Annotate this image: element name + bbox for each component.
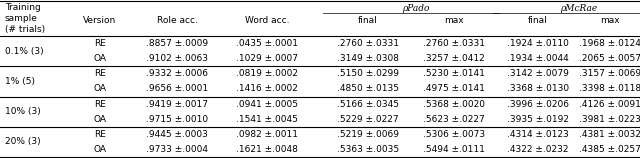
Text: .3935 ±.0192: .3935 ±.0192 (507, 115, 569, 124)
Text: .5229 ±.0227: .5229 ±.0227 (337, 115, 399, 124)
Text: 1% (5): 1% (5) (5, 77, 35, 86)
Text: .2760 ±.0331: .2760 ±.0331 (337, 39, 399, 48)
Text: 10% (3): 10% (3) (5, 107, 41, 116)
Text: OA: OA (93, 115, 106, 124)
Text: .4850 ±.0135: .4850 ±.0135 (337, 84, 399, 93)
Text: .3142 ±.0079: .3142 ±.0079 (507, 69, 569, 78)
Text: .1924 ±.0110: .1924 ±.0110 (507, 39, 569, 48)
Text: .3157 ±.0069: .3157 ±.0069 (579, 69, 640, 78)
Text: .4322 ±.0232: .4322 ±.0232 (508, 145, 569, 154)
Text: .3398 ±.0118: .3398 ±.0118 (579, 84, 640, 93)
Text: Version: Version (83, 16, 116, 25)
Text: .1621 ±.0048: .1621 ±.0048 (236, 145, 298, 154)
Text: .3981 ±.0223: .3981 ±.0223 (579, 115, 640, 124)
Text: .5368 ±.0020: .5368 ±.0020 (423, 100, 485, 109)
Text: .9332 ±.0006: .9332 ±.0006 (146, 69, 208, 78)
Text: .4975 ±.0141: .4975 ±.0141 (423, 84, 485, 93)
Text: .1416 ±.0002: .1416 ±.0002 (236, 84, 298, 93)
Text: .1541 ±.0045: .1541 ±.0045 (236, 115, 298, 124)
Text: .9445 ±.0003: .9445 ±.0003 (146, 130, 208, 139)
Text: .5230 ±.0141: .5230 ±.0141 (423, 69, 485, 78)
Text: .1968 ±.0124: .1968 ±.0124 (579, 39, 640, 48)
Text: .4385 ±.0257: .4385 ±.0257 (579, 145, 640, 154)
Text: .5306 ±.0073: .5306 ±.0073 (423, 130, 485, 139)
Text: .8857 ±.0009: .8857 ±.0009 (146, 39, 208, 48)
Text: OA: OA (93, 84, 106, 93)
Text: .4314 ±.0123: .4314 ±.0123 (507, 130, 569, 139)
Text: RE: RE (94, 39, 106, 48)
Text: .5219 ±.0069: .5219 ±.0069 (337, 130, 399, 139)
Text: .3257 ±.0412: .3257 ±.0412 (423, 54, 485, 63)
Text: .5166 ±.0345: .5166 ±.0345 (337, 100, 399, 109)
Text: Role acc.: Role acc. (157, 16, 197, 25)
Text: OA: OA (93, 145, 106, 154)
Text: Training
sample
(# trials): Training sample (# trials) (5, 3, 45, 34)
Text: .0435 ±.0001: .0435 ±.0001 (236, 39, 298, 48)
Text: final: final (528, 16, 548, 25)
Text: final: final (358, 16, 378, 25)
Text: ρPado: ρPado (403, 4, 429, 13)
Text: .2065 ±.0057: .2065 ±.0057 (579, 54, 640, 63)
Text: .4126 ±.0091: .4126 ±.0091 (579, 100, 640, 109)
Text: max: max (600, 16, 620, 25)
Text: max: max (444, 16, 464, 25)
Text: .3368 ±.0130: .3368 ±.0130 (507, 84, 569, 93)
Text: .9715 ±.0010: .9715 ±.0010 (146, 115, 208, 124)
Text: .5494 ±.0111: .5494 ±.0111 (423, 145, 485, 154)
Text: .3149 ±.0308: .3149 ±.0308 (337, 54, 399, 63)
Text: .2760 ±.0331: .2760 ±.0331 (423, 39, 485, 48)
Text: .5150 ±.0299: .5150 ±.0299 (337, 69, 399, 78)
Text: .9102 ±.0063: .9102 ±.0063 (146, 54, 208, 63)
Text: Word acc.: Word acc. (244, 16, 289, 25)
Text: .1029 ±.0007: .1029 ±.0007 (236, 54, 298, 63)
Text: .0819 ±.0002: .0819 ±.0002 (236, 69, 298, 78)
Text: .3996 ±.0206: .3996 ±.0206 (507, 100, 569, 109)
Text: RE: RE (94, 130, 106, 139)
Text: .0941 ±.0005: .0941 ±.0005 (236, 100, 298, 109)
Text: .1934 ±.0044: .1934 ±.0044 (507, 54, 569, 63)
Text: OA: OA (93, 54, 106, 63)
Text: 20% (3): 20% (3) (5, 137, 40, 146)
Text: .4381 ±.0032: .4381 ±.0032 (579, 130, 640, 139)
Text: .9733 ±.0004: .9733 ±.0004 (146, 145, 208, 154)
Text: .5623 ±.0227: .5623 ±.0227 (423, 115, 485, 124)
Text: .9419 ±.0017: .9419 ±.0017 (146, 100, 208, 109)
Text: .0982 ±.0011: .0982 ±.0011 (236, 130, 298, 139)
Text: RE: RE (94, 69, 106, 78)
Text: ρMcRae: ρMcRae (561, 4, 598, 13)
Text: RE: RE (94, 100, 106, 109)
Text: .5363 ±.0035: .5363 ±.0035 (337, 145, 399, 154)
Text: 0.1% (3): 0.1% (3) (5, 47, 44, 56)
Text: .9656 ±.0001: .9656 ±.0001 (146, 84, 208, 93)
